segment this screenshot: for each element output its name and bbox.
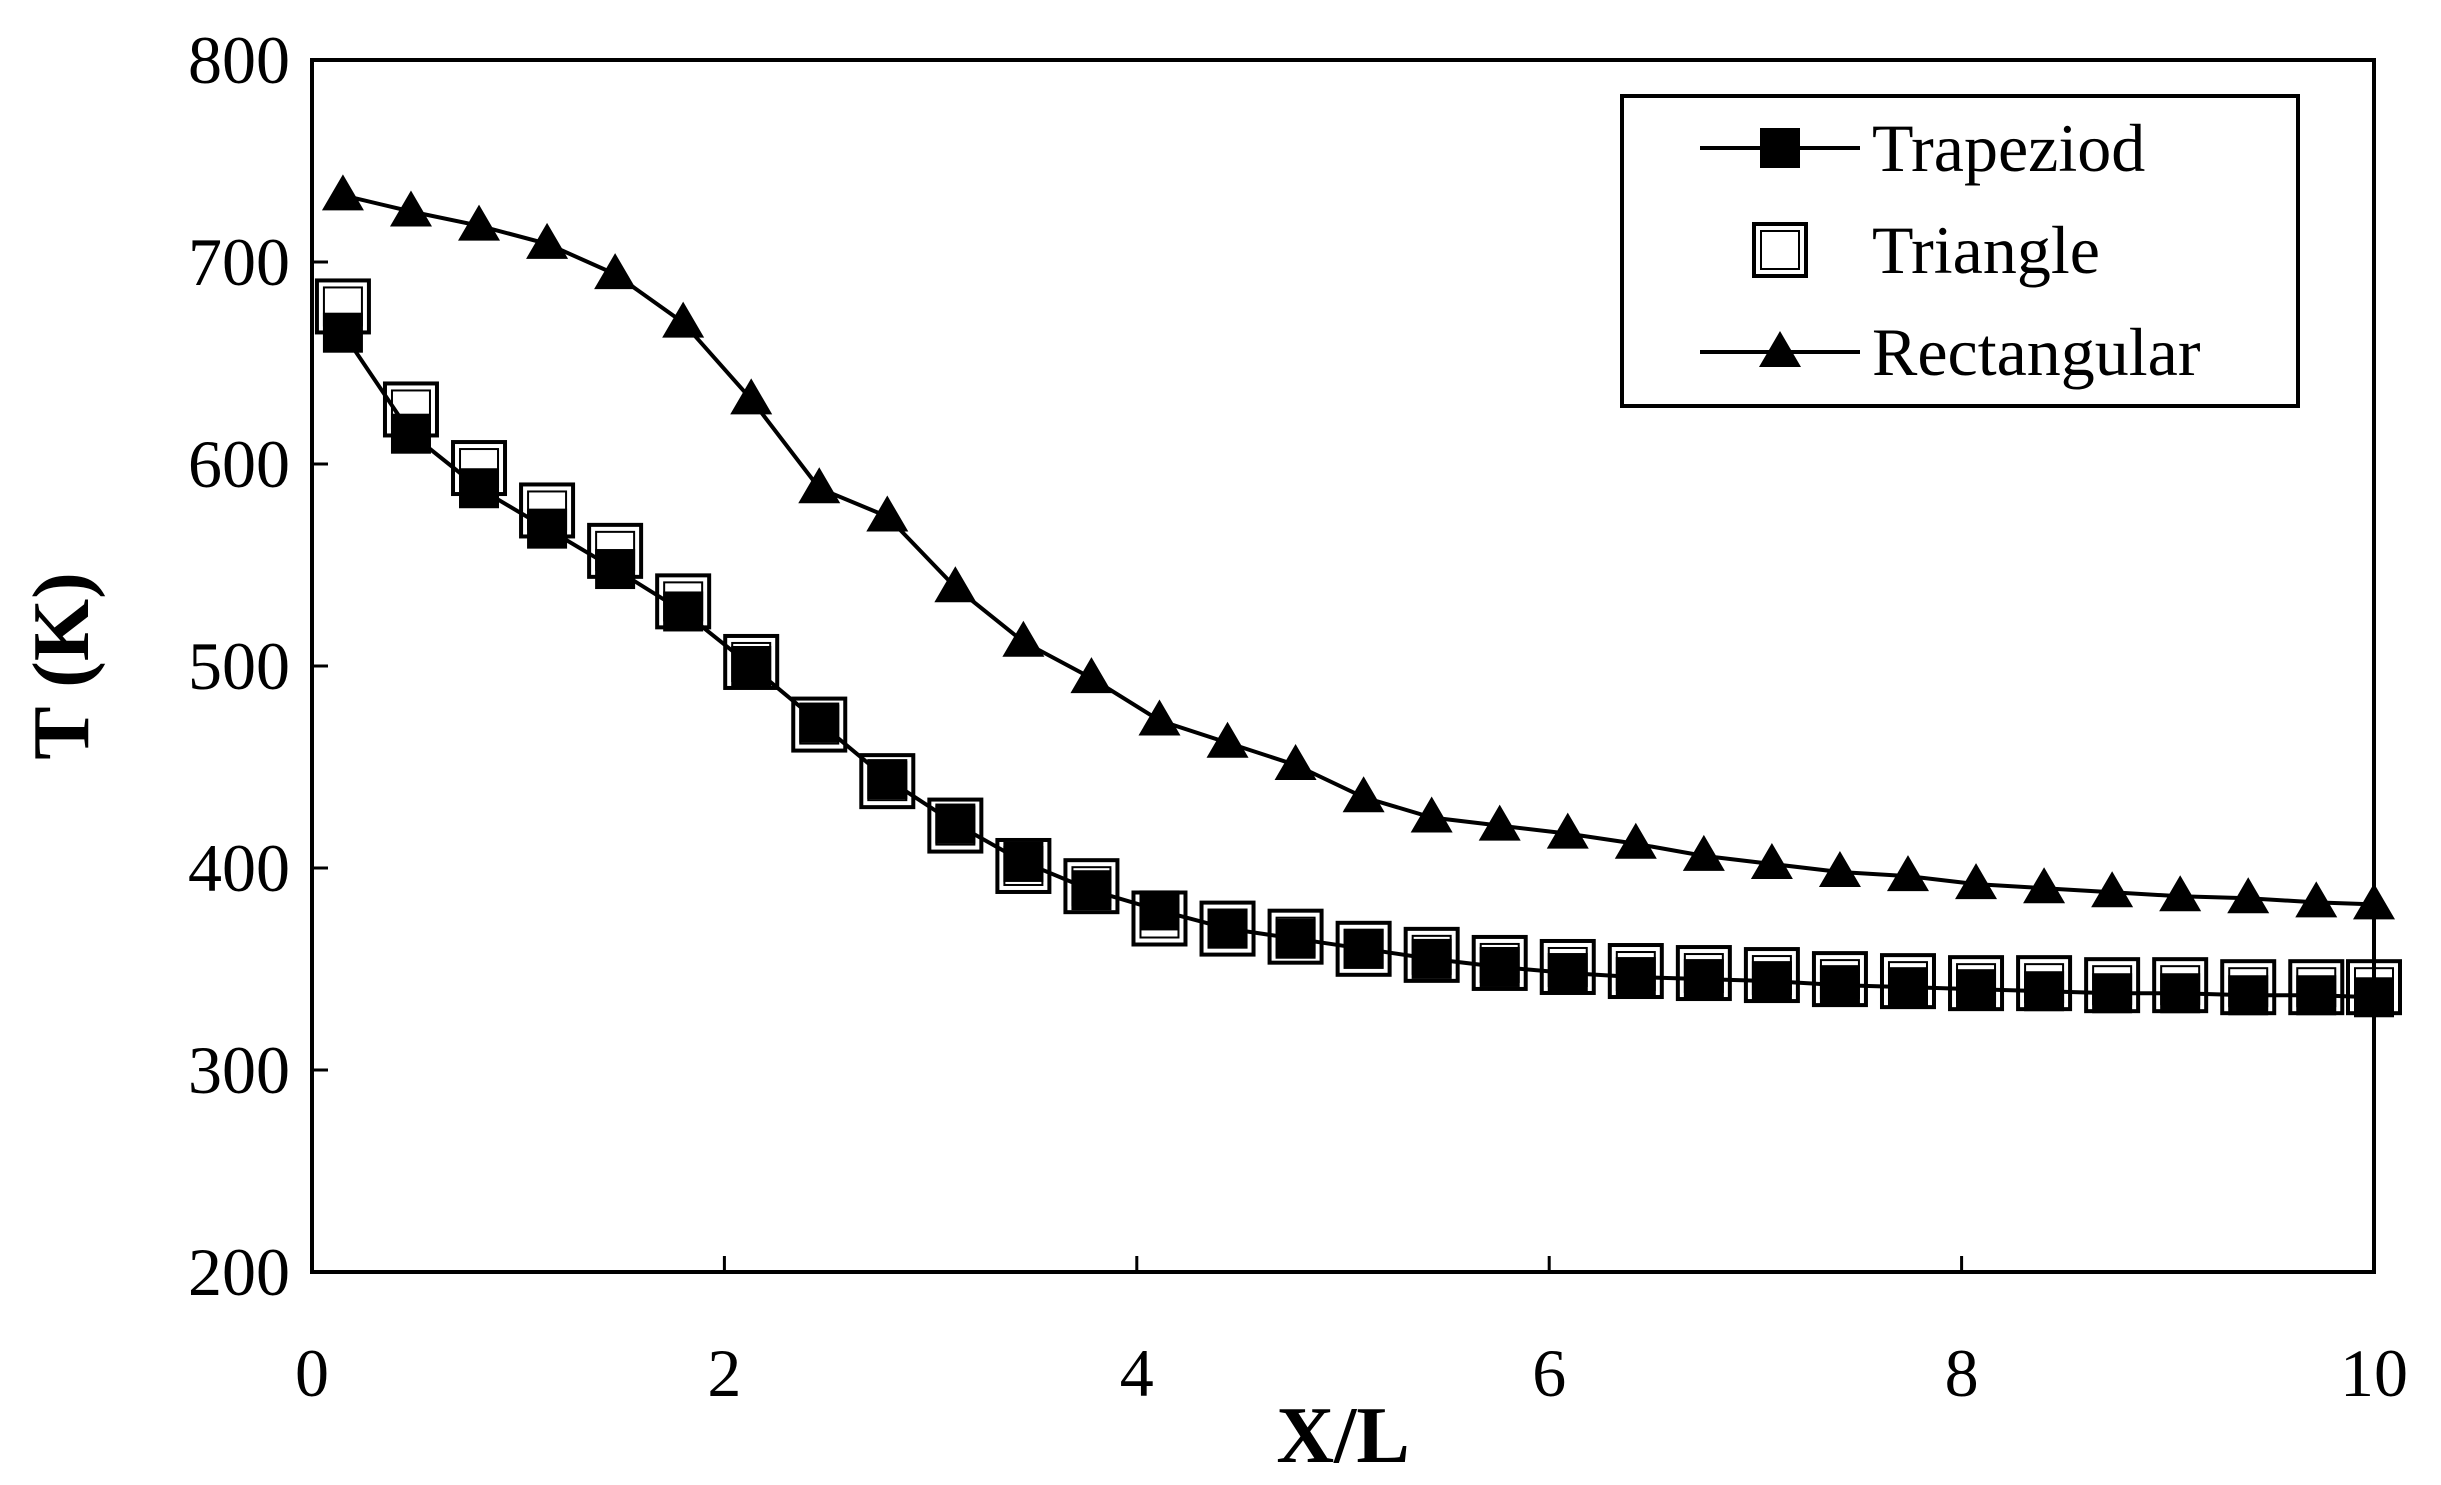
data-point-trapeziod (1275, 918, 1316, 959)
legend-marker-trapeziod (1760, 128, 1800, 168)
x-tick-label: 2 (707, 1335, 741, 1411)
data-point-trapeziod (1615, 957, 1656, 998)
data-point-trapeziod (1139, 890, 1180, 931)
data-point-trapeziod (595, 549, 636, 590)
legend-label-triangle: Triangle (1872, 212, 2100, 288)
data-point-rectangular (2227, 877, 2270, 914)
data-point-trapeziod (1207, 908, 1248, 949)
data-point-rectangular (1682, 834, 1725, 871)
y-tick-label: 200 (188, 1234, 290, 1310)
y-axis-title: T (K) (18, 572, 106, 759)
data-point-trapeziod (731, 646, 772, 686)
axis-tick-labels: 0 2 4 6 8 10 200 300 400 500 600 700 800 (188, 22, 2408, 1411)
data-point-rectangular (2159, 875, 2202, 912)
data-point-rectangular (730, 378, 773, 415)
data-point-trapeziod (1956, 969, 1997, 1010)
x-tick-label: 10 (2340, 1335, 2408, 1411)
data-point-trapeziod (2024, 971, 2065, 1012)
data-point-trapeziod (2160, 973, 2201, 1014)
data-point-trapeziod (1887, 967, 1928, 1008)
data-point-trapeziod (1479, 946, 1520, 987)
legend-marker-triangle (1752, 222, 1808, 278)
data-point-trapeziod (1751, 961, 1792, 1002)
data-point-rectangular (1002, 620, 1045, 657)
data-point-trapeziod (2354, 977, 2394, 1018)
y-tick-label: 600 (188, 426, 290, 502)
legend: Trapeziod Triangle Rectangular (1620, 94, 2300, 408)
series-rectangular (321, 174, 2395, 920)
data-point-rectangular (866, 495, 909, 532)
data-point-rectangular (934, 566, 977, 603)
data-point-trapeziod (1547, 953, 1588, 994)
x-axis-title: X/L (1276, 1392, 1409, 1480)
y-tick-label: 500 (188, 628, 290, 704)
data-point-trapeziod (1411, 938, 1452, 979)
data-point-rectangular (1818, 851, 1861, 888)
data-point-trapeziod (935, 803, 976, 844)
data-point-trapeziod (459, 468, 500, 509)
data-point-trapeziod (663, 591, 704, 632)
data-point-trapeziod (1343, 928, 1384, 969)
legend-items: Trapeziod Triangle Rectangular (1700, 110, 2201, 390)
data-point-rectangular (1478, 804, 1521, 841)
x-tick-label: 8 (1945, 1335, 1979, 1411)
data-point-rectangular (1070, 657, 1113, 694)
data-point-rectangular (1886, 855, 1929, 892)
data-point-rectangular (2353, 883, 2395, 920)
data-point-rectangular (798, 467, 841, 504)
data-point-trapeziod (2228, 975, 2269, 1016)
data-point-trapeziod (1003, 841, 1044, 882)
data-point-rectangular (1750, 842, 1793, 879)
data-point-rectangular (1138, 699, 1181, 736)
series-line-trapeziod (341, 331, 2375, 1000)
series-layer (314, 174, 2402, 1018)
legend-label-rectangular: Rectangular (1872, 314, 2201, 390)
legend-item-rectangular: Rectangular (1700, 314, 2201, 390)
data-point-rectangular (1274, 743, 1317, 780)
data-point-rectangular (321, 174, 364, 211)
data-point-trapeziod (1683, 959, 1724, 1000)
x-tick-label: 6 (1532, 1335, 1566, 1411)
data-point-rectangular (1546, 812, 1589, 849)
data-point-trapeziod (2296, 975, 2337, 1016)
x-tick-label: 0 (295, 1335, 329, 1411)
data-point-rectangular (526, 222, 569, 259)
data-point-trapeziod (1819, 965, 1860, 1006)
data-point-rectangular (2023, 867, 2066, 904)
data-point-rectangular (458, 204, 501, 241)
data-point-rectangular (1410, 796, 1453, 833)
legend-marker-rectangular (1759, 331, 1801, 367)
data-point-rectangular (2295, 881, 2338, 918)
data-point-trapeziod (322, 312, 363, 353)
legend-label-trapeziod: Trapeziod (1872, 110, 2145, 186)
data-point-rectangular (1955, 863, 1998, 900)
data-point-rectangular (2091, 871, 2134, 908)
data-point-rectangular (662, 301, 705, 338)
data-point-rectangular (1614, 822, 1657, 859)
data-point-trapeziod (867, 759, 908, 800)
series-trapeziod (322, 312, 2394, 1018)
data-point-rectangular (1206, 721, 1249, 758)
data-point-trapeziod (2092, 973, 2133, 1014)
data-point-rectangular (594, 253, 637, 290)
data-point-rectangular (389, 190, 432, 227)
legend-item-triangle: Triangle (1752, 212, 2100, 288)
axis-ticks (310, 58, 2376, 1274)
data-point-trapeziod (390, 413, 431, 454)
legend-item-trapeziod: Trapeziod (1700, 110, 2145, 186)
data-point-rectangular (1342, 776, 1385, 813)
data-point-trapeziod (799, 702, 840, 743)
data-point-trapeziod (1071, 870, 1112, 911)
y-tick-label: 800 (188, 22, 290, 98)
y-tick-label: 400 (188, 830, 290, 906)
data-point-trapeziod (527, 508, 568, 549)
x-tick-label: 4 (1120, 1335, 1154, 1411)
y-tick-label: 700 (188, 224, 290, 300)
y-tick-label: 300 (188, 1032, 290, 1108)
